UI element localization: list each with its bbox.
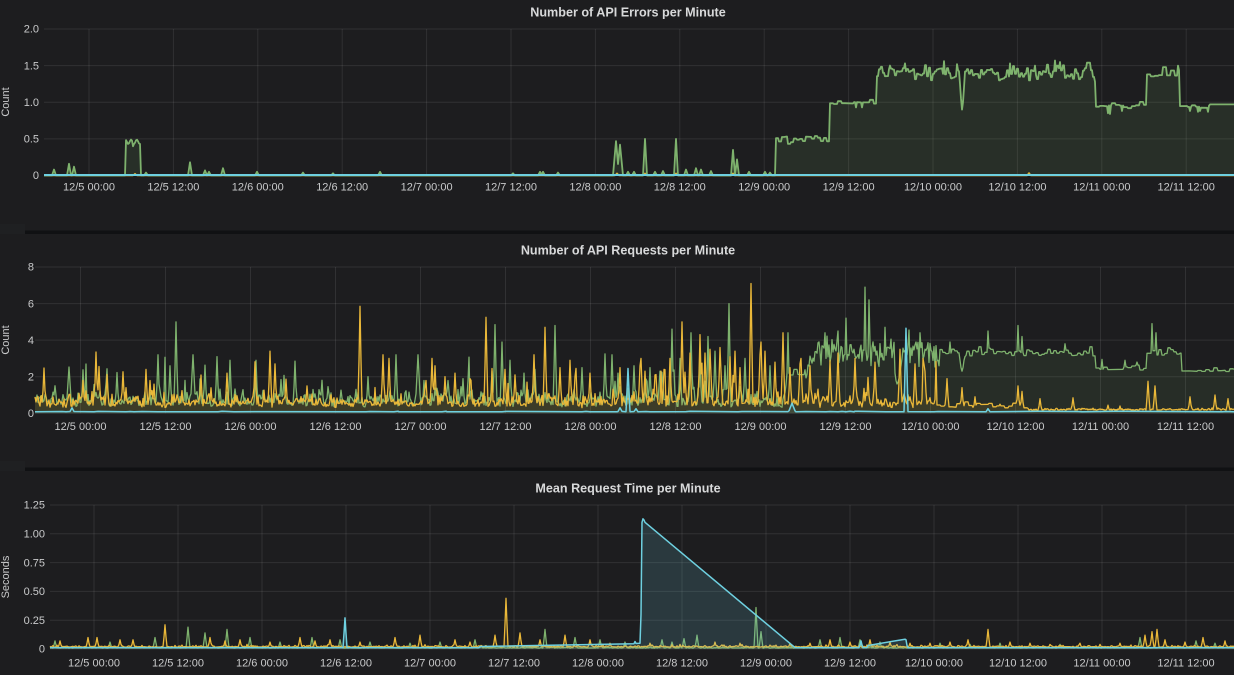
svg-text:12/8 00:00: 12/8 00:00 (565, 421, 617, 433)
svg-text:12/10 12:00: 12/10 12:00 (989, 658, 1047, 670)
svg-text:6: 6 (28, 298, 34, 310)
svg-text:1.0: 1.0 (24, 97, 39, 109)
svg-text:12/11 12:00: 12/11 12:00 (1157, 658, 1214, 670)
svg-text:12/10 00:00: 12/10 00:00 (904, 182, 962, 194)
svg-text:12/9 00:00: 12/9 00:00 (735, 421, 787, 433)
svg-text:12/6 00:00: 12/6 00:00 (232, 182, 284, 194)
svg-text:12/8 12:00: 12/8 12:00 (654, 182, 706, 194)
svg-text:12/11 12:00: 12/11 12:00 (1158, 182, 1215, 194)
svg-text:12/7 00:00: 12/7 00:00 (395, 421, 447, 433)
svg-text:12/8 12:00: 12/8 12:00 (656, 658, 708, 670)
svg-text:12/9 00:00: 12/9 00:00 (738, 182, 790, 194)
svg-text:12/7 00:00: 12/7 00:00 (401, 182, 453, 194)
svg-text:12/5 00:00: 12/5 00:00 (68, 658, 120, 670)
svg-text:0.75: 0.75 (24, 557, 45, 569)
svg-text:1.00: 1.00 (24, 529, 45, 541)
svg-text:12/11 12:00: 12/11 12:00 (1157, 421, 1214, 433)
svg-text:1.5: 1.5 (24, 60, 39, 72)
svg-text:12/6 12:00: 12/6 12:00 (310, 421, 362, 433)
svg-text:0: 0 (33, 170, 39, 182)
svg-text:12/8 00:00: 12/8 00:00 (572, 658, 624, 670)
svg-text:12/9 00:00: 12/9 00:00 (740, 658, 792, 670)
svg-text:0: 0 (28, 408, 34, 420)
svg-text:8: 8 (28, 262, 34, 274)
svg-text:12/10 00:00: 12/10 00:00 (901, 421, 959, 433)
svg-text:4: 4 (28, 335, 34, 347)
svg-text:Number of API Requests per Min: Number of API Requests per Minute (521, 244, 735, 258)
svg-text:12/5 00:00: 12/5 00:00 (63, 182, 115, 194)
svg-text:12/6 00:00: 12/6 00:00 (236, 658, 288, 670)
svg-text:0.25: 0.25 (24, 615, 45, 627)
svg-text:Count: Count (0, 87, 12, 116)
svg-text:12/6 00:00: 12/6 00:00 (225, 421, 277, 433)
svg-text:12/5 12:00: 12/5 12:00 (140, 421, 192, 433)
svg-text:0.5: 0.5 (24, 134, 39, 146)
svg-text:12/7 12:00: 12/7 12:00 (480, 421, 532, 433)
svg-text:12/9 12:00: 12/9 12:00 (823, 182, 875, 194)
svg-text:12/11 00:00: 12/11 00:00 (1073, 658, 1130, 670)
svg-text:12/7 12:00: 12/7 12:00 (488, 658, 540, 670)
svg-text:12/5 00:00: 12/5 00:00 (55, 421, 107, 433)
svg-text:Mean Request Time per Minute: Mean Request Time per Minute (535, 482, 720, 496)
svg-text:12/10 00:00: 12/10 00:00 (905, 658, 963, 670)
svg-text:12/11 00:00: 12/11 00:00 (1073, 182, 1130, 194)
svg-text:0.50: 0.50 (24, 586, 45, 598)
svg-text:Seconds: Seconds (0, 555, 12, 598)
svg-text:12/5 12:00: 12/5 12:00 (147, 182, 199, 194)
svg-text:12/8 00:00: 12/8 00:00 (569, 182, 621, 194)
svg-text:12/6 12:00: 12/6 12:00 (320, 658, 372, 670)
svg-text:12/9 12:00: 12/9 12:00 (824, 658, 876, 670)
svg-text:12/8 12:00: 12/8 12:00 (650, 421, 702, 433)
svg-text:12/10 12:00: 12/10 12:00 (988, 182, 1046, 194)
svg-text:12/10 12:00: 12/10 12:00 (986, 421, 1044, 433)
svg-text:Number of API Errors per Minut: Number of API Errors per Minute (530, 6, 725, 20)
svg-text:2: 2 (28, 371, 34, 383)
svg-text:12/9 12:00: 12/9 12:00 (820, 421, 872, 433)
svg-text:2.0: 2.0 (24, 24, 39, 36)
svg-text:12/7 12:00: 12/7 12:00 (485, 182, 537, 194)
svg-text:12/6 12:00: 12/6 12:00 (316, 182, 368, 194)
svg-text:1.25: 1.25 (24, 500, 45, 512)
svg-text:Count: Count (0, 325, 12, 354)
svg-text:0: 0 (39, 644, 45, 656)
svg-text:12/7 00:00: 12/7 00:00 (404, 658, 456, 670)
svg-text:12/11 00:00: 12/11 00:00 (1072, 421, 1129, 433)
svg-text:12/5 12:00: 12/5 12:00 (152, 658, 204, 670)
